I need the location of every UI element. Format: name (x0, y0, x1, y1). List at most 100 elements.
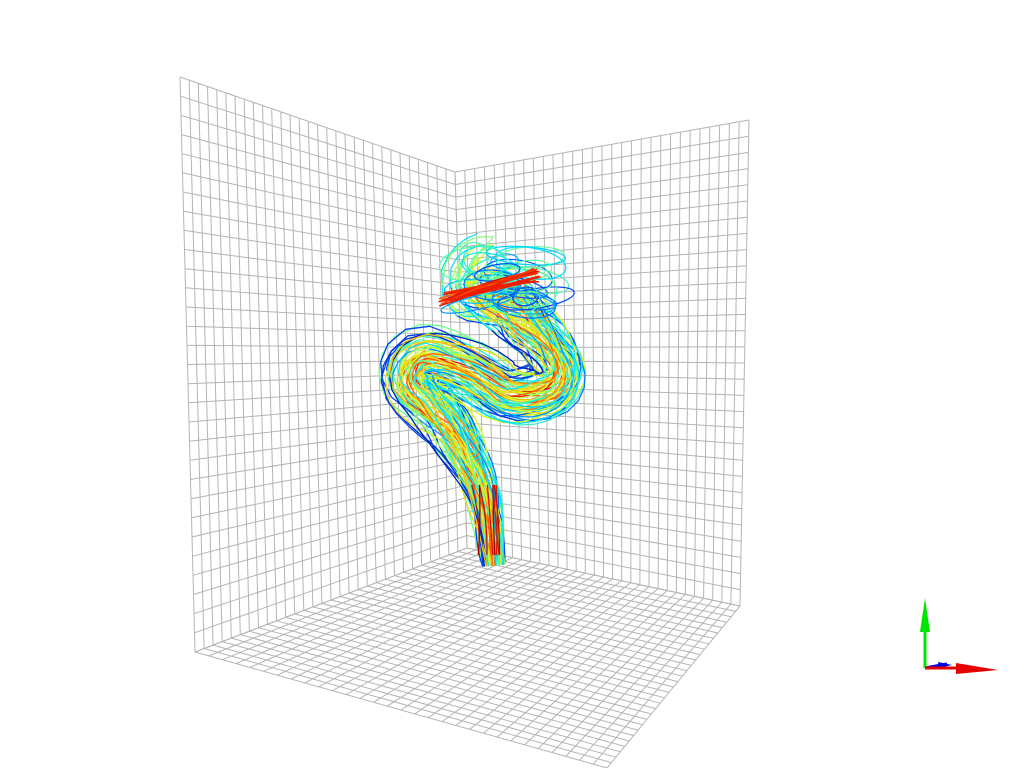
streamline-segment (462, 380, 496, 403)
streamline-segment (406, 375, 418, 401)
streamline-segment (505, 380, 535, 390)
streamline-segment (504, 337, 522, 353)
streamline-segment (473, 314, 492, 331)
streamline-segment (408, 396, 429, 419)
streamline-segment (495, 386, 530, 392)
streamline-segment (435, 332, 483, 345)
streamline-segment (436, 336, 483, 362)
streamline-segment (480, 428, 490, 464)
streamline-segment (410, 359, 431, 371)
streamline-segment (446, 361, 489, 376)
streamline-segment (398, 353, 423, 379)
streamline-segment (423, 371, 429, 381)
streamline-segment (467, 476, 484, 506)
streamline-segment (528, 347, 547, 364)
streamline-segment (402, 362, 409, 394)
streamline-segment (520, 401, 559, 408)
streamline-segment (398, 402, 418, 428)
streamline-segment (450, 305, 477, 321)
streamline-segment (577, 359, 586, 402)
streamline-segment (396, 384, 417, 418)
streamline-segment (482, 319, 499, 331)
streamline-loop (443, 278, 506, 304)
streamline-segment (474, 446, 491, 475)
streamline-segment (461, 444, 474, 476)
streamline-segment (485, 386, 520, 397)
streamline-segment (484, 383, 521, 394)
streamline-segment (447, 380, 480, 397)
streamline-segment (540, 306, 562, 323)
streamline-segment (478, 235, 494, 253)
streamline-segment (501, 411, 547, 418)
streamline-segment (396, 351, 413, 387)
streamline-segment (453, 371, 488, 389)
streamline-segment (424, 333, 468, 350)
streamline-segment (526, 368, 539, 375)
streamline-segment (437, 346, 476, 372)
streamline-segment (442, 396, 467, 416)
streamline-segment (518, 396, 553, 410)
streamline-segment (437, 423, 458, 446)
streamline-segment (526, 399, 569, 414)
streamline-segment (539, 345, 548, 369)
streamline-segment (490, 329, 501, 339)
streamline-segment (382, 333, 426, 367)
streamline-segment (441, 410, 459, 433)
streamline-loop (440, 291, 518, 314)
streamline-segment (532, 317, 546, 337)
streamline-segment (517, 370, 537, 375)
streamline-segment (435, 354, 474, 375)
streamline-segment (465, 472, 476, 506)
streamline-segment (399, 342, 439, 361)
streamline-segment (471, 405, 521, 424)
streamline-segment (511, 315, 532, 327)
streamline-segment (459, 424, 470, 454)
streamline-segment (521, 363, 533, 369)
orientation-axes-triad[interactable] (920, 598, 998, 674)
streamline-strand (495, 484, 498, 556)
streamline-segment (532, 376, 550, 385)
streamline-segment (405, 369, 419, 392)
streamline-segment (389, 340, 431, 365)
streamline-segment (389, 371, 416, 409)
streamline-segment (445, 464, 467, 489)
streamline-segment (482, 449, 496, 479)
streamline-segment (560, 351, 575, 377)
streamline-segment (559, 320, 575, 351)
streamline-segment (456, 395, 502, 411)
streamline-segment (430, 445, 446, 465)
streamline-segment (441, 244, 462, 285)
streamline-segment (467, 436, 484, 468)
streamline-segment (490, 311, 510, 322)
streamline-segment (555, 341, 563, 368)
streamline-segment (463, 476, 474, 508)
streamline-segment (425, 333, 475, 351)
streamline-segment (461, 487, 472, 515)
streamline-segment (499, 324, 514, 338)
streamline-segment (457, 368, 497, 388)
streamline-segment (496, 366, 520, 375)
streamline-segment (457, 452, 478, 479)
streamline-segment (550, 382, 585, 418)
streamline-segment (408, 355, 422, 380)
streamline-segment (446, 455, 466, 482)
streamline-segment (397, 358, 411, 393)
streamline-segment (548, 306, 561, 330)
streamline-segment (463, 442, 480, 472)
streamline-segment (543, 344, 557, 365)
streamline-segment (530, 338, 543, 358)
streamline-segment (432, 436, 449, 457)
streamline-segment (444, 388, 474, 407)
streamline-segment (526, 330, 547, 346)
streamline-segment (509, 362, 525, 374)
streamline-loop (488, 268, 554, 293)
streamline-segment (510, 327, 529, 343)
streamline-strand (477, 484, 481, 556)
streamline-segment (411, 346, 455, 353)
streamline-segment (530, 349, 548, 367)
streamline-segment (482, 310, 502, 327)
streamline-segment (473, 453, 489, 481)
streamline-segment (518, 385, 546, 397)
